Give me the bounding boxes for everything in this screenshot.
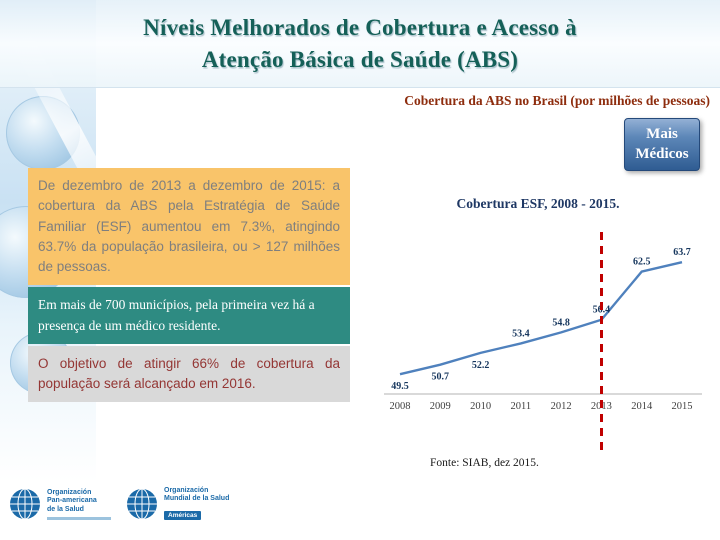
- svg-text:2011: 2011: [511, 401, 532, 412]
- logo-line: Organización: [164, 487, 209, 494]
- svg-text:63.7: 63.7: [673, 247, 691, 258]
- logo-line: Pan-americana: [47, 497, 97, 505]
- paho-logo-icon: [10, 488, 40, 520]
- svg-text:2009: 2009: [430, 401, 451, 412]
- who-logo-icon: [127, 488, 157, 520]
- svg-text:2015: 2015: [672, 401, 693, 412]
- svg-text:50.7: 50.7: [432, 372, 450, 383]
- info-box-text: De dezembro de 2013 a dezembro de 2015: …: [38, 178, 340, 274]
- mais-medicos-badge: Mais Médicos: [624, 118, 700, 171]
- svg-text:2012: 2012: [551, 401, 572, 412]
- info-box-column: De dezembro de 2013 a dezembro de 2015: …: [28, 168, 350, 404]
- slide-subtitle: Cobertura da ABS no Brasil (por milhões …: [404, 93, 710, 108]
- info-box-coverage-increase: De dezembro de 2013 a dezembro de 2015: …: [28, 168, 350, 286]
- coverage-line-chart: Cobertura ESF, 2008 - 2015. 49.5 50.7 52.2…: [370, 196, 706, 461]
- info-box-2016-goal: O objetivo de atingir 66% de cobertura d…: [28, 345, 350, 403]
- svg-text:49.5: 49.5: [391, 381, 409, 392]
- svg-text:2008: 2008: [390, 401, 411, 412]
- logo-line: Organización: [47, 488, 92, 496]
- chart-title: Cobertura ESF, 2008 - 2015.: [456, 196, 620, 211]
- badge-line1: Mais: [646, 126, 678, 142]
- source-note: Fonte: SIAB, dez 2015.: [430, 457, 539, 469]
- info-box-text: Em mais de 700 municípios, pela primeira…: [38, 297, 315, 333]
- who-logo: Organización Mundial de la Salud América…: [125, 487, 229, 522]
- info-box-text: O objetivo de atingir 66% de cobertura d…: [38, 355, 340, 391]
- paho-logo-text: Organización Pan-americana de la Salud: [47, 489, 111, 520]
- svg-text:54.8: 54.8: [552, 317, 570, 328]
- svg-text:2010: 2010: [470, 401, 491, 412]
- slide-title-line1: Níveis Melhorados de Cobertura e Acesso …: [143, 15, 577, 41]
- slide-title-line2: Atenção Básica de Saúde (ABS): [201, 46, 519, 72]
- footer-logos: Organización Pan-americana de la Salud O…: [8, 487, 229, 522]
- logo-fine-print-bar: [47, 516, 111, 520]
- info-box-resident-doctors: Em mais de 700 municípios, pela primeira…: [28, 287, 350, 344]
- mais-medicos-annotation-line: [599, 232, 603, 456]
- paho-logo: Organización Pan-americana de la Salud: [8, 487, 111, 522]
- line-chart-canvas: 49.550.752.253.454.856.462.563.720082009…: [384, 247, 702, 412]
- who-region-badge: Américas: [164, 510, 202, 520]
- svg-text:62.5: 62.5: [633, 257, 651, 268]
- svg-text:53.4: 53.4: [512, 328, 530, 339]
- logo-line: Mundial de la Salud: [164, 495, 230, 503]
- svg-text:2014: 2014: [631, 401, 653, 412]
- badge-line2: Médicos: [635, 145, 689, 162]
- who-logo-text: Organización Mundial de la Salud América…: [164, 487, 229, 522]
- logo-line: de la Salud: [47, 505, 84, 513]
- svg-text:52.2: 52.2: [472, 360, 490, 371]
- title-band: Níveis Melhorados de Cobertura e Acesso …: [0, 0, 720, 88]
